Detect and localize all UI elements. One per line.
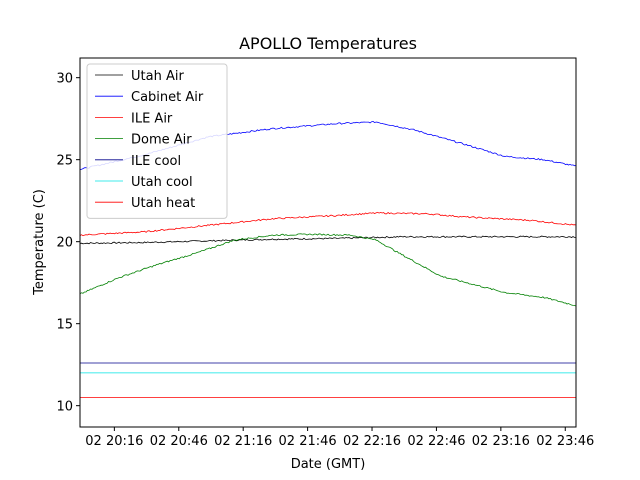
legend-label: Cabinet Air — [131, 90, 204, 105]
x-tick-label: 02 20:46 — [150, 434, 208, 449]
legend-label: Utah heat — [131, 196, 195, 211]
y-tick-label: 15 — [56, 318, 73, 333]
legend-label: Utah cool — [131, 175, 193, 190]
legend-label: ILE Air — [131, 111, 173, 126]
legend-label: Dome Air — [131, 133, 192, 148]
y-tick-label: 20 — [56, 236, 73, 251]
x-tick-label: 02 23:46 — [536, 434, 594, 449]
x-tick-label: 02 21:46 — [279, 434, 337, 449]
x-tick-label: 02 23:16 — [472, 434, 530, 449]
y-tick-label: 10 — [56, 400, 73, 415]
y-axis-label: Temperature (C) — [32, 189, 47, 296]
y-axis: 10 15 20 25 30 — [56, 72, 80, 415]
x-tick-label: 02 20:16 — [85, 434, 143, 449]
x-tick-label: 02 21:16 — [214, 434, 272, 449]
series-line-ile-air — [80, 211, 576, 237]
x-tick-label: 02 22:16 — [343, 434, 401, 449]
chart-title: APOLLO Temperatures — [239, 34, 417, 53]
legend: Utah Air Cabinet Air ILE Air Dome Air ILE co… — [86, 63, 228, 219]
plot-frame — [79, 57, 577, 428]
x-axis-label: Date (GMT) — [291, 457, 366, 472]
series-line-dome-air — [80, 233, 576, 307]
legend-box — [86, 63, 228, 219]
x-axis: 02 20:16 02 20:46 02 21:16 02 21:46 02 22:16… — [85, 427, 594, 449]
series-line-utah-air — [80, 235, 576, 245]
x-tick-label: 02 22:46 — [407, 434, 465, 449]
legend-label: Utah Air — [131, 69, 184, 84]
y-tick-label: 30 — [56, 72, 73, 87]
legend-label: ILE cool — [131, 154, 181, 169]
y-tick-label: 25 — [56, 154, 73, 169]
